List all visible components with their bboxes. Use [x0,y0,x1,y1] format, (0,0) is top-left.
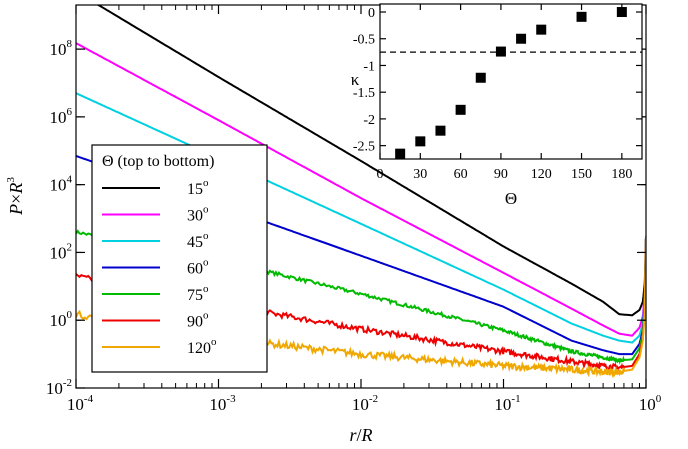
legend-label: 75o [187,283,209,304]
inset-marker [435,125,446,136]
inset-markers [395,7,627,159]
legend-label: 30o [187,204,209,225]
x-tick-label: 100 [639,393,662,414]
y-tick-label: 100 [50,309,73,330]
x-axis-title: r/R [349,425,372,445]
y-tick-label: 102 [50,241,73,262]
inset-marker [415,136,426,147]
inset-x-ticks: 0 30 60 90 120 150 180 [377,4,632,182]
series-line-0 [96,5,646,317]
legend-label: 120o [187,336,217,357]
y-tick-label: 108 [50,38,73,59]
inset-x-tick-label: 120 [531,167,552,182]
legend-label: 60o [187,257,209,278]
y-tick-label: 104 [50,174,73,195]
legend-entries: 15o 30o 45o 60o 75o 90o 120o [102,177,217,357]
y-tick-label: 106 [50,106,73,127]
inset-marker [616,7,627,18]
inset-marker [395,148,406,159]
main-y-ticks: 10-2 100 102 104 106 108 [46,38,646,398]
legend-title: Θ (top to bottom) [102,153,214,170]
legend-label: 15o [187,177,209,198]
inset-marker [516,33,527,44]
y-axis-title: P×R3 [5,177,26,216]
inset-plot: 0 30 60 90 120 150 180 0 -0.5 -1 -1.5 -2 -2.5 Θ κ [351,3,643,208]
y-tick-label: 10-2 [46,377,72,398]
main-x-ticks: 10-4 10-3 10-2 10-1 100 [67,5,662,414]
inset-y-axis-title: κ [351,70,360,89]
inset-marker [495,46,506,57]
inset-x-tick-label: 60 [454,167,468,182]
inset-y-tick-label: -1 [363,59,375,74]
legend-label: 90o [187,310,209,331]
inset-marker [576,11,587,22]
legend: Θ (top to bottom) 15o 30o 45o 60o 75o 90o 120o [91,144,268,373]
inset-y-ticks: 0 -0.5 -1 -1.5 -2 -2.5 [353,6,642,155]
inset-x-tick-label: 30 [413,167,427,182]
inset-y-tick-label: -0.5 [353,33,375,48]
inset-x-axis-title: Θ [505,189,517,208]
inset-marker [475,72,486,83]
inset-x-tick-label: 0 [377,167,384,182]
x-tick-label: 10-3 [209,393,236,414]
inset-background [380,4,642,159]
inset-x-tick-label: 180 [611,167,632,182]
x-tick-label: 10-1 [494,393,520,414]
inset-y-tick-label: -2 [363,113,375,128]
series-line-1 [76,42,646,337]
legend-box [91,144,268,373]
inset-y-tick-label: -1.5 [353,86,375,101]
x-tick-label: 10-4 [67,393,94,414]
legend-label: 45o [187,230,209,251]
inset-x-tick-label: 150 [571,167,592,182]
inset-marker [455,104,466,115]
inset-y-tick-label: 0 [368,6,375,21]
inset-marker [536,24,547,35]
inset-plot-frame [379,3,643,160]
x-tick-label: 10-2 [352,393,378,414]
inset-x-tick-label: 90 [494,167,508,182]
inset-y-tick-label: -2.5 [353,140,375,155]
